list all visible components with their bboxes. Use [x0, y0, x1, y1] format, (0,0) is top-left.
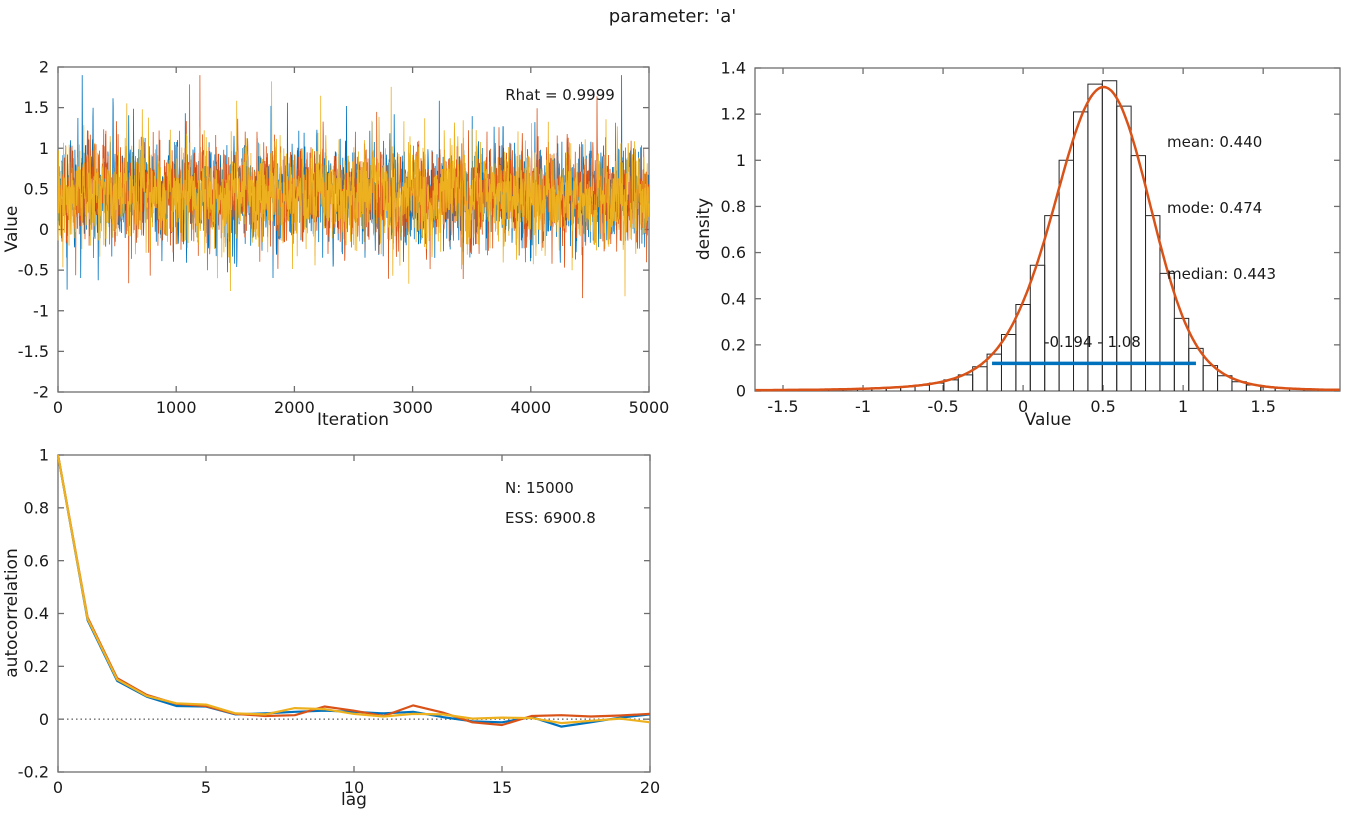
axes-trace: 0 1000 2000 3000 4000 5000 -2 -1.5 -1 -0.5 0 0.5 1 1.… — [18, 58, 670, 417]
svg-text:5: 5 — [201, 778, 211, 797]
svg-text:1: 1 — [736, 151, 746, 170]
svg-text:-1: -1 — [855, 397, 871, 416]
ess-annotation: ESS: 6900.8 — [505, 509, 596, 527]
axes-autocorrelation: 0 5 10 15 20-0.200.20.40.60.81 — [18, 446, 660, 797]
kde-line — [755, 85, 1340, 392]
svg-text:-0.5: -0.5 — [927, 397, 958, 416]
autocorr-lines — [56, 454, 651, 728]
svg-text:1.4: 1.4 — [721, 59, 746, 78]
svg-text:0.4: 0.4 — [721, 289, 746, 308]
svg-text:0.4: 0.4 — [24, 604, 49, 623]
svg-text:-2: -2 — [33, 383, 49, 402]
svg-text:1.5: 1.5 — [1250, 397, 1275, 416]
svg-text:1.2: 1.2 — [721, 105, 746, 124]
figure-title: parameter: 'a' — [608, 6, 737, 27]
svg-text:-0.5: -0.5 — [18, 261, 49, 280]
svg-text:0: 0 — [1018, 397, 1028, 416]
axes-density: -1.5 -1 -0.5 0 0.5 1 1.5 0 0.2 0.4 0.6 0.8 1 1.2 1.4 — [721, 59, 1341, 416]
svg-text:10: 10 — [344, 778, 364, 797]
svg-text:0.5: 0.5 — [1090, 397, 1115, 416]
trace-ylabel: Value — [2, 205, 22, 253]
svg-text:0.2: 0.2 — [721, 335, 746, 354]
mean-annotation: mean: 0.440 — [1167, 133, 1263, 151]
svg-text:1: 1 — [39, 446, 49, 465]
svg-text:5000: 5000 — [629, 398, 670, 417]
svg-text:0: 0 — [736, 382, 746, 401]
svg-text:1000: 1000 — [156, 398, 197, 417]
trace-xlabel: Iteration — [316, 410, 390, 430]
autocorr-ylabel: autocorrelation — [2, 548, 22, 678]
svg-text:1.5: 1.5 — [24, 98, 49, 117]
svg-text:15: 15 — [492, 778, 512, 797]
svg-text:4000: 4000 — [510, 398, 551, 417]
interval-annotation: -0.194 - 1.08 — [1044, 333, 1141, 351]
mode-annotation: mode: 0.474 — [1167, 199, 1263, 217]
svg-text:-0.2: -0.2 — [18, 763, 49, 782]
svg-text:3000: 3000 — [392, 398, 433, 417]
autocorr-xlabel: lag — [341, 790, 367, 810]
svg-text:-1.5: -1.5 — [18, 342, 49, 361]
svg-text:0.6: 0.6 — [24, 551, 49, 570]
trace-chain-3 — [57, 81, 650, 297]
svg-text:2000: 2000 — [274, 398, 315, 417]
trace-chains — [57, 75, 650, 299]
svg-text:0: 0 — [39, 220, 49, 239]
svg-text:0.8: 0.8 — [24, 498, 49, 517]
svg-text:0.6: 0.6 — [721, 243, 746, 262]
density-xlabel: Value — [1024, 410, 1072, 430]
svg-text:1: 1 — [39, 139, 49, 158]
rhat-annotation: Rhat = 0.9999 — [505, 86, 615, 104]
svg-text:0: 0 — [53, 778, 63, 797]
svg-text:0.2: 0.2 — [24, 657, 49, 676]
autocorr-chain-3 — [56, 454, 651, 725]
svg-text:0.8: 0.8 — [721, 197, 746, 216]
density-stats: mean: 0.440 mode: 0.474 median: 0.443 — [1167, 87, 1276, 329]
n-annotation: N: 15000 — [505, 479, 574, 497]
svg-text:2: 2 — [39, 58, 49, 77]
svg-text:1: 1 — [1178, 397, 1188, 416]
svg-text:-1: -1 — [33, 301, 49, 320]
svg-text:-1.5: -1.5 — [767, 397, 798, 416]
svg-text:20: 20 — [640, 778, 660, 797]
median-annotation: median: 0.443 — [1167, 265, 1276, 283]
svg-text:0: 0 — [53, 398, 63, 417]
svg-text:0.5: 0.5 — [24, 179, 49, 198]
svg-text:0: 0 — [39, 710, 49, 729]
density-ylabel: density — [694, 197, 714, 261]
